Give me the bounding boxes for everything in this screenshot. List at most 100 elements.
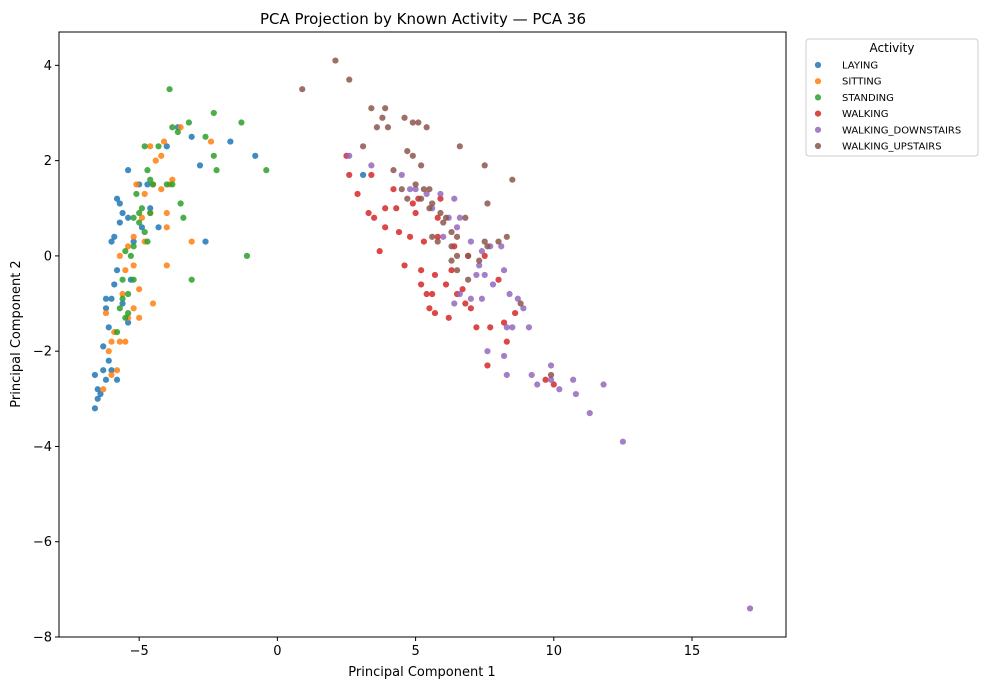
- data-point: [105, 348, 112, 355]
- data-point: [133, 190, 140, 198]
- data-point: [409, 119, 416, 126]
- data-point: [152, 157, 159, 164]
- data-point: [108, 295, 115, 302]
- data-point: [119, 300, 126, 307]
- data-point: [476, 257, 483, 264]
- data-point: [586, 410, 593, 417]
- data-point: [125, 309, 132, 317]
- data-point: [453, 267, 461, 274]
- data-point: [418, 195, 425, 202]
- data-point: [102, 376, 110, 383]
- data-point: [100, 343, 107, 350]
- data-point: [484, 243, 491, 250]
- data-point: [91, 371, 99, 379]
- legend-box: [805, 38, 979, 157]
- data-point: [437, 190, 444, 198]
- data-point: [442, 281, 450, 288]
- y-tick-label: −2: [33, 345, 52, 360]
- data-point: [108, 338, 115, 345]
- data-point: [556, 386, 563, 393]
- data-point: [354, 190, 361, 198]
- data-point: [346, 152, 353, 159]
- data-point: [495, 276, 502, 283]
- data-point: [514, 295, 521, 302]
- legend-marker: [814, 126, 822, 133]
- data-point: [94, 386, 101, 393]
- data-point: [213, 167, 220, 174]
- data-point: [423, 124, 430, 131]
- data-point: [136, 286, 143, 293]
- data-point: [119, 276, 126, 283]
- legend-label: WALKING: [842, 109, 889, 120]
- data-point: [500, 267, 508, 274]
- data-point: [445, 314, 452, 321]
- data-point: [111, 233, 118, 240]
- data-point: [453, 252, 461, 259]
- data-point: [368, 162, 375, 169]
- data-point: [451, 195, 458, 202]
- data-point: [440, 233, 447, 240]
- data-point: [210, 109, 217, 117]
- data-point: [500, 352, 508, 360]
- data-point: [144, 181, 151, 188]
- data-point: [163, 143, 170, 150]
- data-point: [398, 171, 405, 179]
- data-point: [113, 195, 121, 202]
- data-point: [144, 238, 151, 245]
- data-point: [429, 200, 436, 207]
- data-point: [147, 176, 154, 183]
- data-point: [528, 371, 535, 379]
- data-point: [600, 381, 607, 388]
- data-point: [210, 152, 217, 159]
- data-point: [263, 167, 270, 174]
- data-point: [395, 228, 403, 236]
- data-point: [102, 309, 110, 317]
- y-tick-label: −8: [33, 631, 52, 646]
- data-point: [207, 138, 215, 145]
- data-point: [503, 371, 510, 379]
- data-point: [359, 143, 367, 150]
- legend-label: WALKING_UPSTAIRS: [842, 142, 942, 153]
- data-point: [418, 267, 425, 274]
- data-point: [437, 209, 444, 217]
- data-point: [119, 290, 126, 298]
- data-point: [113, 367, 121, 374]
- data-point: [116, 338, 123, 345]
- series-walking-upstairs: [299, 57, 555, 379]
- data-point: [547, 376, 555, 383]
- data-point: [108, 371, 115, 379]
- data-point: [252, 152, 259, 159]
- data-point: [456, 214, 463, 221]
- y-tick-label: 0: [44, 249, 52, 264]
- data-point: [434, 233, 441, 240]
- data-point: [130, 243, 137, 250]
- data-point: [332, 57, 339, 64]
- data-point: [481, 238, 488, 245]
- data-point: [401, 114, 408, 121]
- data-point: [434, 214, 441, 221]
- data-point: [478, 248, 486, 255]
- data-point: [130, 276, 137, 283]
- data-point: [382, 205, 389, 212]
- data-point: [484, 362, 491, 369]
- data-point: [462, 300, 469, 307]
- data-point: [412, 209, 419, 217]
- data-point: [401, 262, 408, 269]
- x-tick-label: 0: [273, 644, 281, 659]
- data-point: [108, 238, 115, 245]
- data-point: [166, 86, 173, 93]
- series-walking: [343, 152, 557, 388]
- data-point: [547, 371, 555, 379]
- data-point: [431, 309, 439, 317]
- data-point: [404, 195, 411, 202]
- data-point: [467, 238, 474, 245]
- data-point: [155, 224, 162, 231]
- data-point: [404, 147, 411, 155]
- data-point: [125, 319, 132, 326]
- legend-title: Activity: [870, 41, 915, 55]
- data-point: [130, 214, 137, 221]
- legend-marker: [814, 110, 822, 117]
- data-point: [125, 167, 132, 174]
- series-sitting: [100, 124, 215, 393]
